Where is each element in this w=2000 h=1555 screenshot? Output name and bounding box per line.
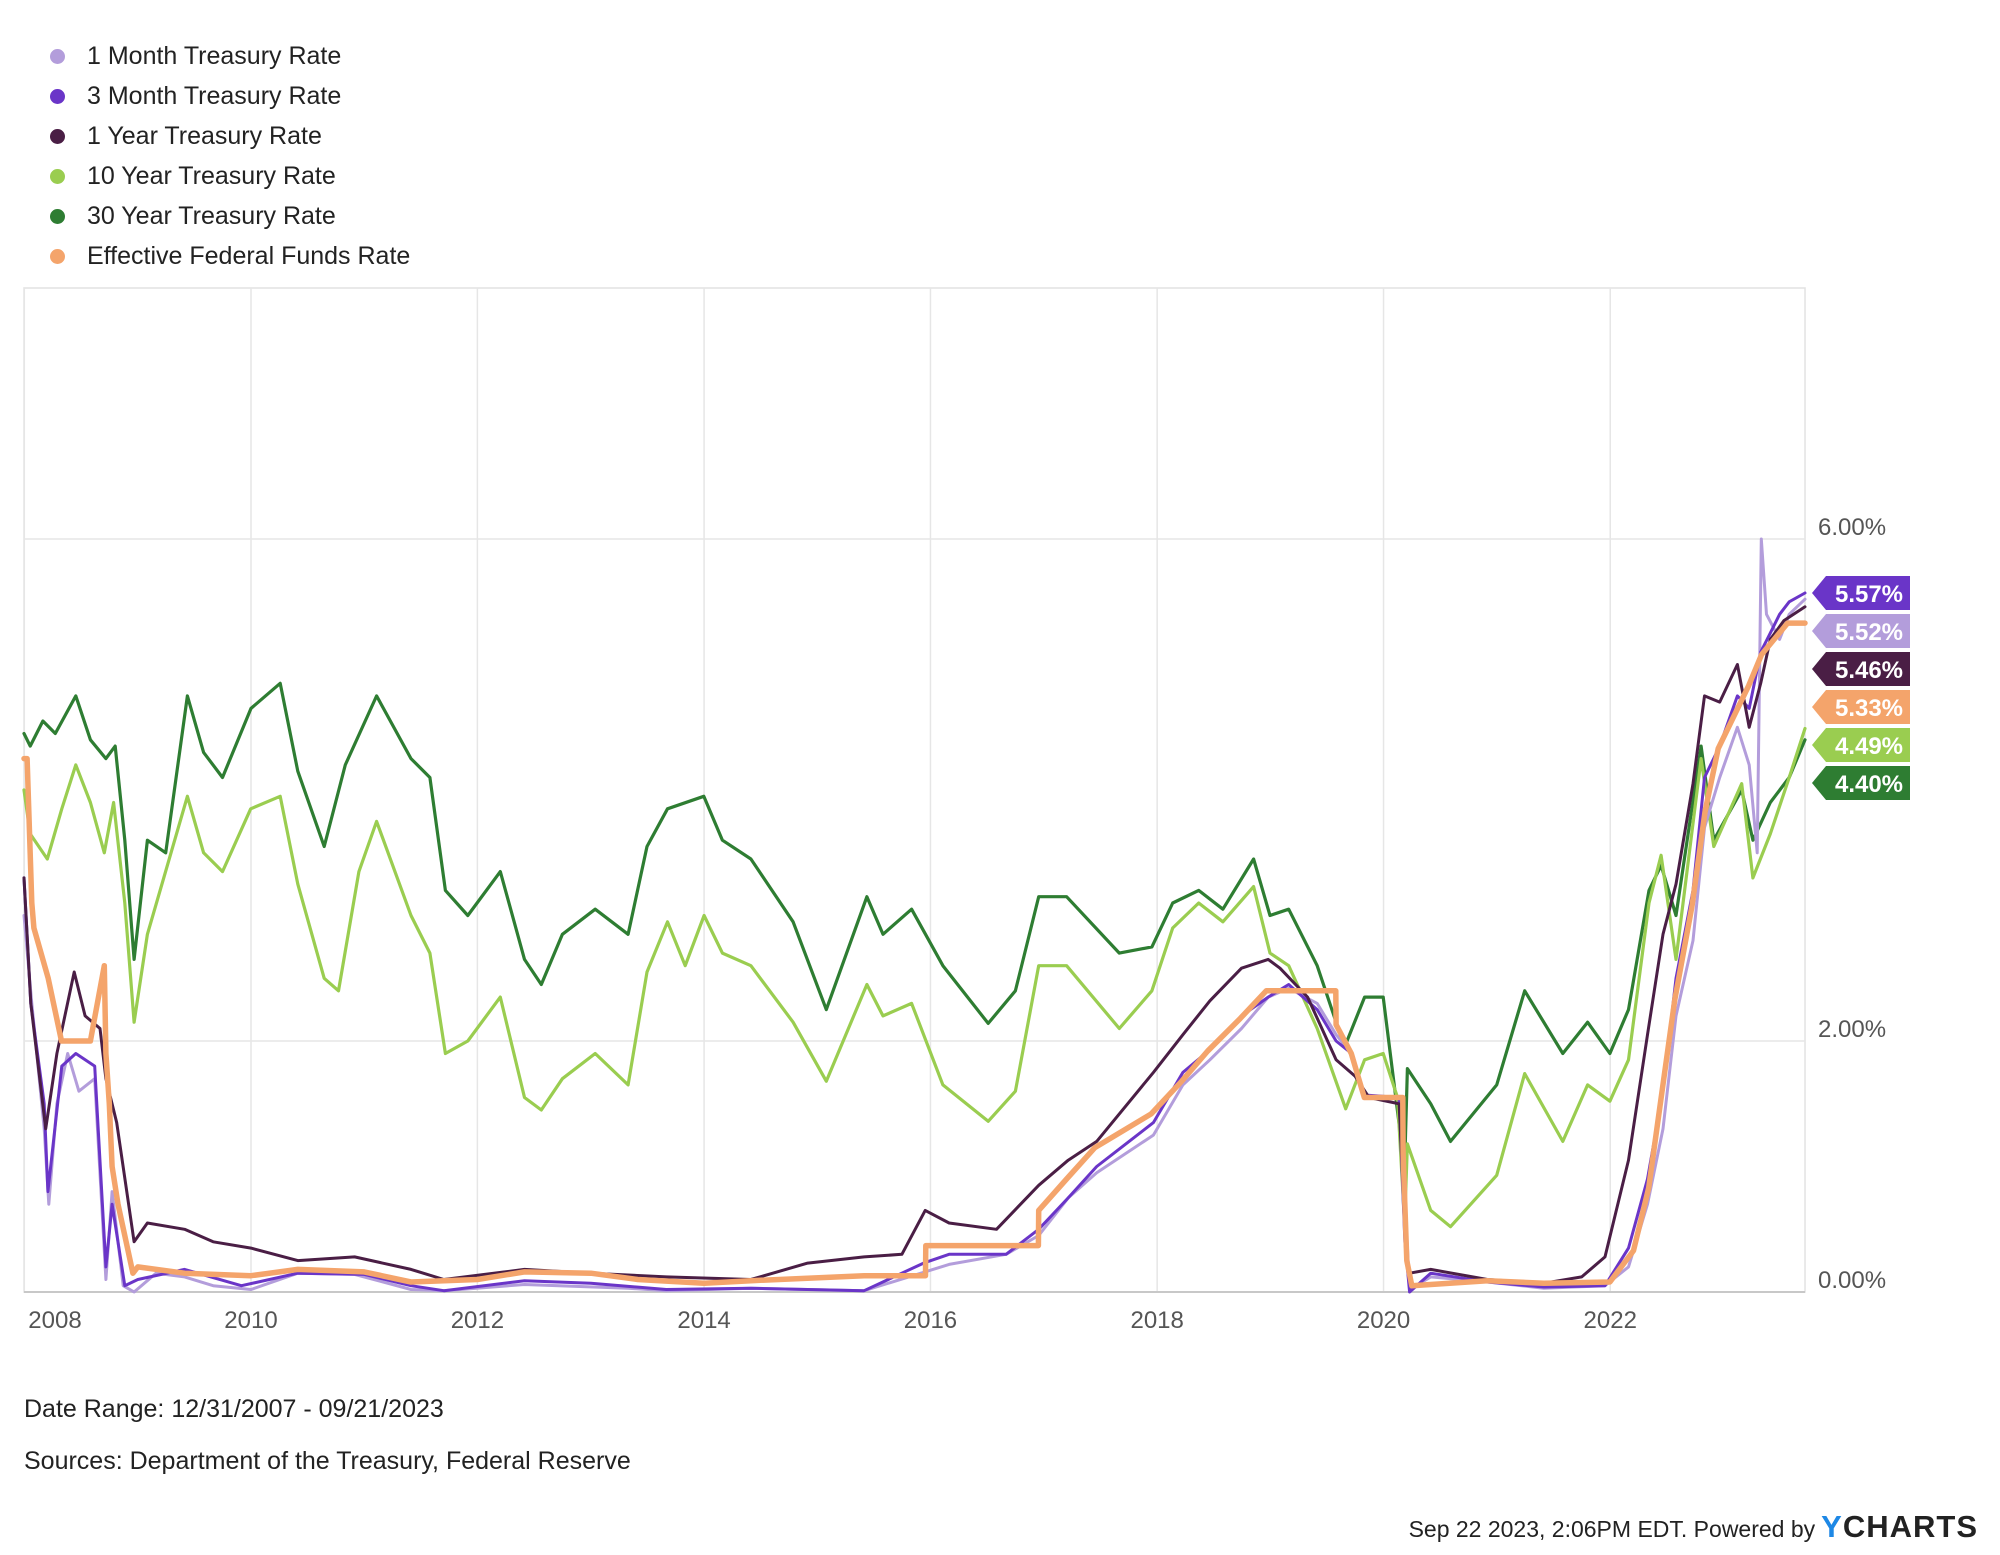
ycharts-logo-rest: CHARTS <box>1842 1509 1978 1544</box>
x-tick-label: 2012 <box>451 1307 504 1334</box>
series-line <box>21 620 1808 1289</box>
end-value-tag: 5.52% <box>1812 613 1910 648</box>
series-line <box>22 726 1807 1229</box>
y-axis: 0.00% 2.00% 6.00% <box>1818 514 1886 1294</box>
legend-label: Effective Federal Funds Rate <box>87 241 411 270</box>
series-line <box>22 681 1807 1170</box>
x-tick-label: 2010 <box>224 1307 277 1334</box>
y-tick-label: 6.00% <box>1818 514 1886 541</box>
series-layer <box>21 537 1808 1294</box>
end-value-tag-bg <box>1812 727 1910 762</box>
end-value-tag-text: 5.46% <box>1835 657 1903 684</box>
legend-item[interactable]: 30 Year Treasury Rate <box>50 196 410 236</box>
x-tick-label: 2022 <box>1584 1307 1637 1334</box>
legend-item[interactable]: 3 Month Treasury Rate <box>50 76 410 116</box>
legend-label: 1 Month Treasury Rate <box>87 41 342 70</box>
series-line <box>22 591 1807 1294</box>
end-value-tag: 5.33% <box>1812 689 1910 724</box>
x-tick-label: 2018 <box>1130 1307 1183 1334</box>
legend-swatch <box>50 128 65 144</box>
legend-swatch <box>50 248 65 264</box>
date-range-text: Date Range: 12/31/2007 - 09/21/2023 <box>24 1395 444 1423</box>
x-tick-label: 2016 <box>904 1307 957 1334</box>
sources-text: Sources: Department of the Treasury, Fed… <box>24 1447 631 1475</box>
legend-label: 3 Month Treasury Rate <box>87 81 342 110</box>
legend-item[interactable]: Effective Federal Funds Rate <box>50 236 410 276</box>
legend-item[interactable]: 1 Month Treasury Rate <box>50 36 410 76</box>
series-line <box>22 537 1807 1294</box>
x-tick-label: 2008 <box>28 1307 81 1334</box>
end-value-tag: 5.57% <box>1812 575 1910 610</box>
y-tick-label: 2.00% <box>1818 1016 1886 1043</box>
end-value-tag-text: 5.57% <box>1835 581 1903 608</box>
legend-swatch <box>50 168 65 184</box>
chart: 0.00% 2.00% 6.00% 2008 2010 2012 2014 2016 2018… <box>21 287 1910 1334</box>
end-value-tag-text: 4.49% <box>1835 733 1903 760</box>
end-value-tag-text: 4.40% <box>1835 771 1903 798</box>
end-value-tag: 4.49% <box>1812 727 1910 762</box>
end-value-tag-bg <box>1812 651 1910 686</box>
end-value-tag: 5.46% <box>1812 651 1910 686</box>
y-tick-label: 0.00% <box>1818 1267 1886 1294</box>
legend-item[interactable]: 1 Year Treasury Rate <box>50 116 410 156</box>
x-axis: 2008 2010 2012 2014 2016 2018 2020 2022 <box>28 1307 1637 1334</box>
end-value-tag: 4.40% <box>1812 765 1910 800</box>
legend-item[interactable]: 10 Year Treasury Rate <box>50 156 410 196</box>
end-value-tag-text: 5.33% <box>1835 695 1903 722</box>
x-tick-label: 2020 <box>1357 1307 1410 1334</box>
grid <box>23 287 1806 1293</box>
legend-label: 30 Year Treasury Rate <box>87 201 336 230</box>
end-value-tag-bg <box>1812 613 1910 648</box>
powered-by: Sep 22 2023, 2:06PM EDT. Powered by YCHA… <box>1409 1509 1978 1545</box>
legend-swatch <box>50 88 65 104</box>
plot-frame <box>23 287 1806 1293</box>
end-labels: 5.57% 5.52% 5.46% 5.33% 4.49% 4.40% <box>1812 575 1910 800</box>
legend: 1 Month Treasury Rate 3 Month Treasury Ra… <box>50 36 410 276</box>
end-value-tag-bg <box>1812 765 1910 800</box>
timestamp-text: Sep 22 2023, 2:06PM EDT. Powered by <box>1408 1516 1816 1542</box>
legend-swatch <box>50 48 65 64</box>
x-tick-label: 2014 <box>677 1307 730 1334</box>
end-value-tag-bg <box>1812 689 1910 724</box>
legend-label: 10 Year Treasury Rate <box>87 161 336 190</box>
legend-label: 1 Year Treasury Rate <box>87 121 322 150</box>
end-value-tag-text: 5.52% <box>1835 619 1903 646</box>
legend-swatch <box>50 208 65 224</box>
ycharts-logo[interactable]: YCHARTS <box>1821 1509 1978 1544</box>
series-line <box>22 605 1807 1285</box>
end-value-tag-bg <box>1812 575 1910 610</box>
